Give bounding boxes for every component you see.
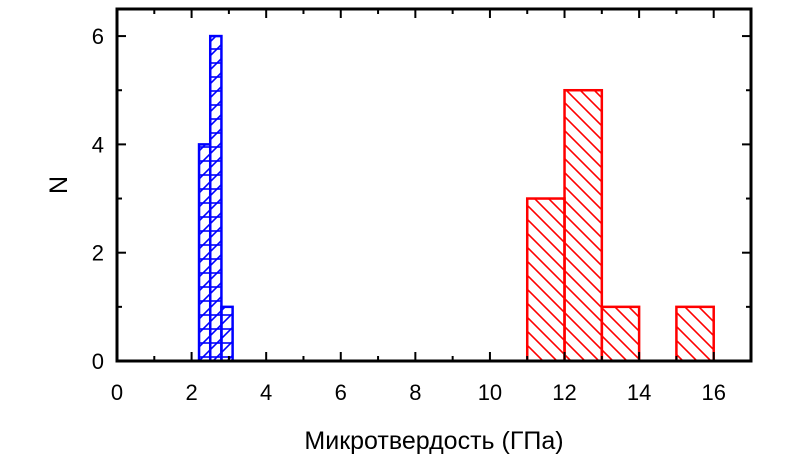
histogram-bar-2-3 (600, 305, 641, 363)
x-tick-label: 6 (335, 380, 347, 405)
x-tick-label: 0 (111, 380, 123, 405)
x-tick-label: 16 (701, 380, 725, 405)
x-tick-label: 12 (552, 380, 576, 405)
x-tick-label: 2 (185, 380, 197, 405)
histogram-bar-1-1 (197, 143, 212, 363)
x-tick-label: 4 (260, 380, 272, 405)
y-axis-title: N (45, 176, 73, 194)
y-tick-label: 2 (92, 241, 104, 266)
bars-layer (197, 34, 715, 363)
x-tick-label: 8 (409, 380, 421, 405)
y-tick-label: 4 (92, 132, 104, 157)
x-tick-label: 10 (478, 380, 502, 405)
histogram-bar-1-3 (220, 305, 234, 363)
y-tick-label: 6 (92, 24, 104, 49)
plot-frame (115, 7, 753, 363)
histogram-bar-1-2 (208, 34, 223, 363)
histogram-bar-2-4 (675, 305, 715, 363)
labels-layer: 0 2 4 6 8 10 12 14 16 0 2 4 6 (92, 24, 726, 405)
y-tick-label: 0 (92, 349, 104, 374)
histogram-bar-2-1 (525, 197, 566, 363)
histogram-bar-2-2 (563, 88, 604, 363)
ticks-layer (117, 9, 751, 361)
x-tick-label: 14 (627, 380, 651, 405)
x-axis-title: Микротвердость (ГПа) (304, 427, 563, 455)
